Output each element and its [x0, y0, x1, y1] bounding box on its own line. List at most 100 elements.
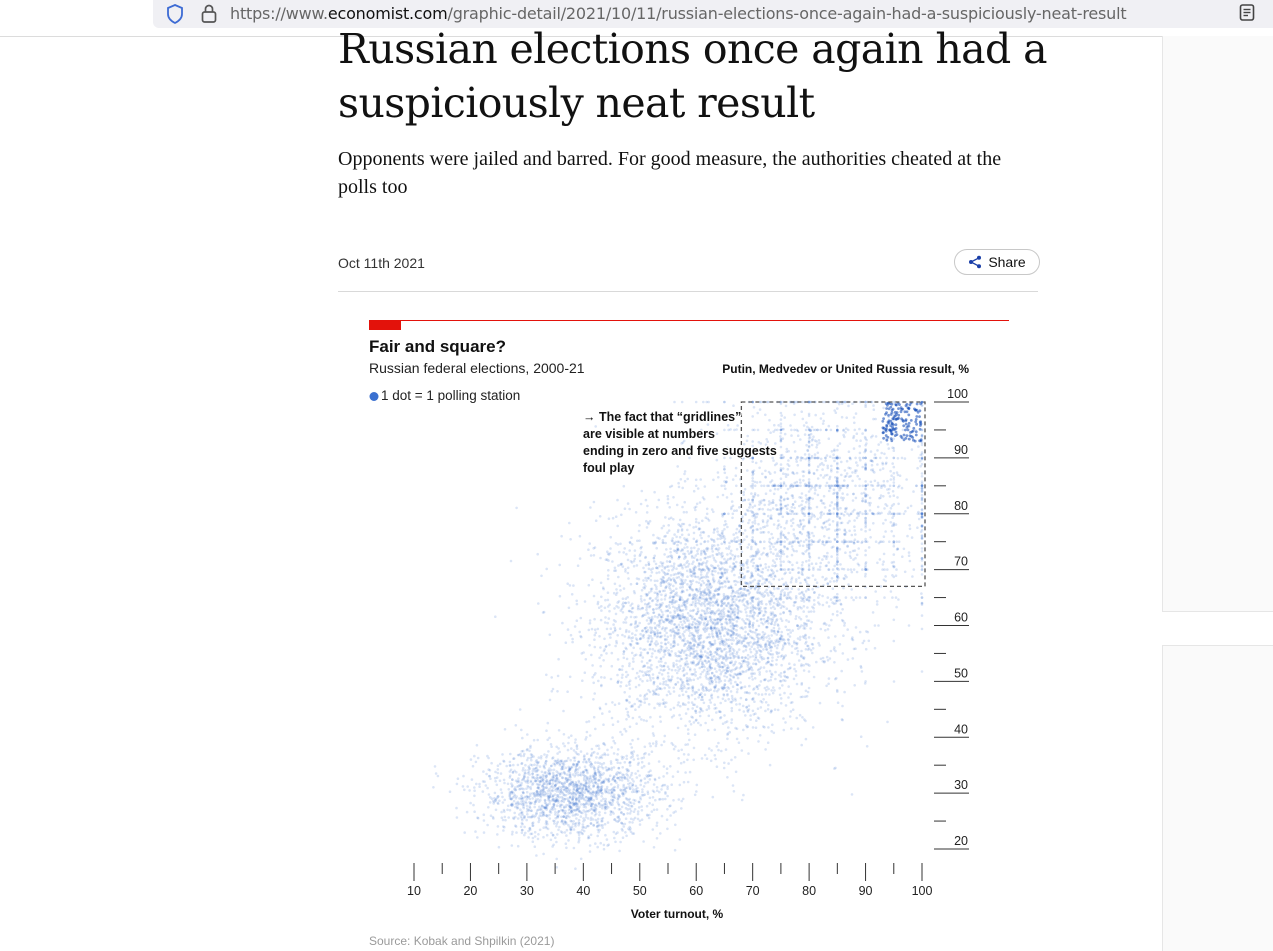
polling-station-dot: [660, 642, 663, 645]
polling-station-dot: [625, 676, 628, 679]
polling-station-dot: [587, 548, 590, 551]
polling-station-dot: [751, 559, 754, 562]
polling-station-dot: [700, 537, 703, 540]
polling-station-dot: [636, 787, 639, 790]
polling-station-dot: [692, 703, 695, 706]
polling-station-dot: [593, 501, 596, 504]
polling-station-dot: [683, 761, 686, 764]
polling-station-dot: [754, 606, 757, 609]
polling-station-dot: [731, 567, 734, 570]
polling-station-dot: [589, 619, 592, 622]
polling-station-dot: [719, 702, 722, 705]
polling-station-dot: [718, 669, 721, 672]
polling-station-dot: [735, 643, 738, 646]
polling-station-dot: [615, 613, 618, 616]
polling-station-dot: [639, 704, 642, 707]
polling-station-dot: [693, 747, 696, 750]
polling-station-dot: [596, 797, 599, 800]
polling-station-dot: [813, 637, 816, 640]
polling-station-dot: [466, 811, 469, 814]
polling-station-dot: [693, 668, 696, 671]
polling-station-dot: [529, 764, 532, 767]
polling-station-dot: [680, 718, 683, 721]
polling-station-dot: [735, 633, 738, 636]
polling-station-dot: [731, 598, 734, 601]
polling-station-dot: [520, 729, 523, 732]
lock-icon[interactable]: [200, 3, 218, 25]
polling-station-dot: [724, 672, 727, 675]
polling-station-dot: [688, 739, 691, 742]
polling-station-dot: [674, 745, 677, 748]
polling-station-dot: [710, 610, 713, 613]
polling-station-dot: [501, 792, 504, 795]
polling-station-dot: [677, 632, 680, 635]
polling-station-dot: [715, 560, 718, 563]
polling-station-dot: [743, 620, 746, 623]
polling-station-dot: [599, 805, 602, 808]
polling-station-dot: [754, 522, 757, 525]
polling-station-dot: [736, 691, 739, 694]
polling-station-dot: [600, 582, 603, 585]
polling-station-dot: [686, 583, 689, 586]
polling-station-dot: [629, 726, 632, 729]
polling-station-dot: [571, 638, 574, 641]
polling-station-dot: [503, 799, 506, 802]
polling-station-dot: [508, 788, 511, 791]
polling-station-dot: [767, 657, 770, 660]
polling-station-dot: [773, 588, 776, 591]
polling-station-dot: [767, 531, 770, 534]
polling-station-dot: [689, 569, 692, 572]
polling-station-dot: [498, 846, 501, 849]
polling-station-dot: [868, 640, 871, 643]
polling-station-dot: [747, 642, 750, 645]
polling-station-dot: [704, 588, 707, 591]
polling-station-dot: [686, 478, 689, 481]
share-button[interactable]: Share: [954, 249, 1040, 275]
polling-station-dot: [582, 803, 585, 806]
polling-station-dot: [765, 648, 768, 651]
polling-station-dot: [705, 627, 708, 630]
reader-view-icon[interactable]: [1238, 3, 1256, 23]
polling-station-dot: [687, 627, 690, 630]
polling-station-dot: [688, 634, 691, 637]
shield-icon[interactable]: [165, 3, 185, 25]
polling-station-dot: [685, 556, 688, 559]
polling-station-dot: [520, 815, 523, 818]
url-text[interactable]: https://www.economist.com/graphic-detail…: [230, 4, 1126, 23]
polling-station-dot: [590, 805, 593, 808]
polling-station-dot: [661, 815, 664, 818]
polling-station-dot: [694, 691, 697, 694]
polling-station-dot: [531, 783, 534, 786]
polling-station-dot: [680, 621, 683, 624]
polling-station-dot: [805, 625, 808, 628]
polling-station-dot: [732, 676, 735, 679]
polling-station-dot: [473, 789, 476, 792]
polling-station-dot: [503, 809, 506, 812]
polling-station-dot: [492, 817, 495, 820]
polling-station-dot: [634, 621, 637, 624]
polling-station-dot: [610, 746, 613, 749]
polling-station-dot: [741, 749, 744, 752]
polling-station-dot: [715, 681, 718, 684]
polling-station-dot: [774, 708, 777, 711]
polling-station-dot: [678, 604, 681, 607]
polling-station-dot: [705, 675, 708, 678]
polling-station-dot: [791, 564, 794, 567]
polling-station-dot: [749, 718, 752, 721]
polling-station-dot: [813, 591, 816, 594]
polling-station-dot: [748, 615, 751, 618]
polling-station-dot: [607, 605, 610, 608]
polling-station-dot: [667, 582, 670, 585]
polling-station-dot: [822, 657, 825, 660]
polling-station-dot: [623, 485, 626, 488]
polling-station-dot: [647, 790, 650, 793]
polling-station-dot: [675, 567, 678, 570]
polling-station-dot: [711, 508, 714, 511]
polling-station-dot: [764, 643, 767, 646]
polling-station-dot: [677, 557, 680, 560]
polling-station-dot: [694, 605, 697, 608]
polling-station-dot: [502, 829, 505, 832]
polling-station-dot: [598, 747, 601, 750]
polling-station-dot: [693, 644, 696, 647]
polling-station-dot: [537, 602, 540, 605]
